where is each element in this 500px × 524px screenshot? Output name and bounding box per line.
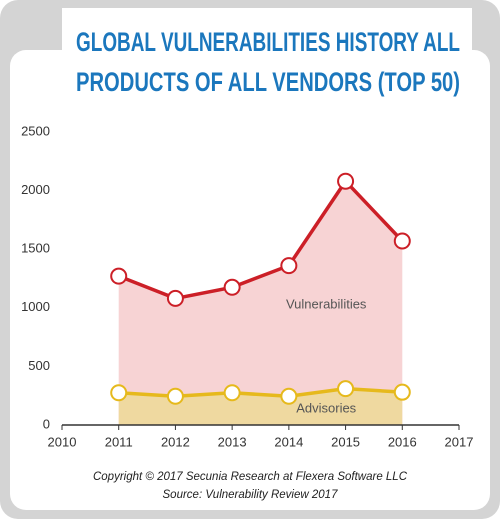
- y-tick-label: 2000: [21, 182, 50, 197]
- y-tick-label: 2500: [21, 123, 50, 138]
- point: [223, 384, 241, 402]
- point: [166, 289, 184, 307]
- y-tick-label: 500: [28, 358, 50, 373]
- x-tick-label: 2014: [274, 434, 303, 449]
- chart-title: GLOBAL VULNERABILITIES HISTORY ALL: [76, 27, 460, 57]
- copyright: Copyright © 2017 Secunia Research at Fle…: [93, 471, 408, 483]
- point: [280, 257, 298, 275]
- series-line: [118, 386, 403, 399]
- point: [110, 384, 128, 402]
- x-tick-label: 2011: [105, 434, 133, 449]
- point: [166, 387, 184, 405]
- x-tick-label: 2015: [331, 434, 360, 449]
- area-fill: [118, 181, 403, 425]
- point: [393, 232, 411, 250]
- point: [223, 278, 241, 296]
- x-tick-label: 2010: [48, 434, 77, 449]
- title-box: [62, 8, 472, 108]
- series-line: [118, 178, 404, 301]
- point: [337, 380, 355, 398]
- source: Source: Vulnerability Review 2017: [163, 489, 339, 501]
- area-fill: [118, 388, 403, 425]
- x-tick-label: 2013: [218, 434, 247, 449]
- series-label: Vulnerabilities: [286, 297, 367, 312]
- y-tick-label: 1500: [21, 241, 50, 256]
- point: [337, 172, 355, 190]
- y-tick-label: 0: [43, 416, 50, 431]
- chart-title: PRODUCTS OF ALL VENDORS (TOP 50): [76, 67, 460, 97]
- x-tick-label: 2017: [445, 434, 474, 449]
- point: [280, 387, 298, 405]
- point: [393, 383, 411, 401]
- point: [110, 267, 128, 285]
- series-label: Advisories: [296, 400, 356, 415]
- x-tick-label: 2016: [388, 434, 417, 449]
- y-tick-label: 1000: [21, 299, 50, 314]
- x-tick-label: 2012: [161, 434, 190, 449]
